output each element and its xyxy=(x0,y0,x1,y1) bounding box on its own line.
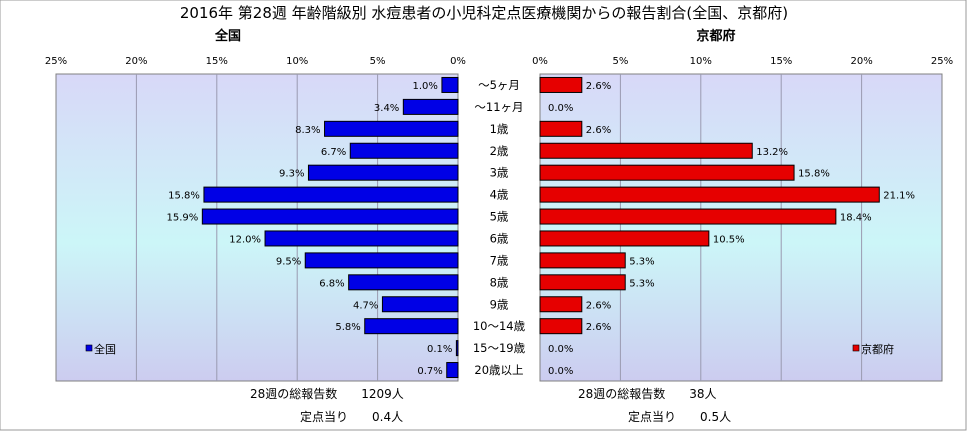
national-panel-title: 全国 xyxy=(214,28,241,44)
kyoto-legend-label: 京都府 xyxy=(861,342,894,356)
kyoto-tick-label: 5% xyxy=(612,56,628,67)
national-data-label: 1.0% xyxy=(413,81,438,92)
kyoto-bar xyxy=(539,142,753,159)
kyoto-tick-label: 20% xyxy=(850,56,872,67)
national-bar xyxy=(307,164,459,181)
national-bar xyxy=(441,76,459,93)
national-data-label: 6.8% xyxy=(319,278,344,289)
national-tick-label: 20% xyxy=(125,56,147,67)
chart-title: 2016年 第28週 年齢階級別 水痘患者の小児科定点医療機関からの報告割合(全… xyxy=(180,4,788,22)
kyoto-tick-label: 15% xyxy=(770,56,792,67)
age-category-labels: ～5ヶ月 ～11ヶ月 1歳 2歳 3歳 4歳 5歳 6歳 7歳 8歳 9歳 10～14歳 15～19歳 2… xyxy=(473,78,526,377)
kyoto-tick-label: 0% xyxy=(532,56,548,67)
national-data-label: 4.7% xyxy=(353,300,378,311)
national-data-label: 15.9% xyxy=(167,213,199,224)
age-category-label: 15～19歳 xyxy=(473,341,526,355)
national-data-label: 5.8% xyxy=(335,322,360,333)
kyoto-bar xyxy=(539,230,710,247)
kyoto-legend-swatch xyxy=(852,344,860,352)
kyoto-bar xyxy=(539,76,583,93)
age-category-label: ～5ヶ月 xyxy=(478,78,520,92)
kyoto-data-label: 2.6% xyxy=(586,322,611,333)
national-plot-area xyxy=(55,73,459,382)
national-per-sentinel: 定点当り 0.4人 xyxy=(300,409,403,424)
kyoto-bar xyxy=(539,208,837,225)
national-bar xyxy=(203,186,459,203)
kyoto-data-label: 0.0% xyxy=(548,344,573,355)
national-data-label: 0.1% xyxy=(427,344,452,355)
national-bar xyxy=(381,296,459,313)
kyoto-data-label: 0.0% xyxy=(548,103,573,114)
kyoto-data-label: 10.5% xyxy=(713,234,745,245)
national-bar xyxy=(201,208,459,225)
kyoto-data-label: 2.6% xyxy=(586,300,611,311)
national-data-label: 9.3% xyxy=(279,169,304,180)
age-category-label: 10～14歳 xyxy=(473,319,526,333)
age-category-label: 9歳 xyxy=(490,297,509,311)
age-category-label: 3歳 xyxy=(490,166,509,180)
national-data-label: 0.7% xyxy=(417,366,442,377)
age-category-label: 5歳 xyxy=(490,210,509,224)
national-data-label: 8.3% xyxy=(295,125,320,136)
national-data-label: 6.7% xyxy=(321,147,346,158)
national-plot: 25% 20% 15% 10% 5% 0% 1.0% 3.4% 8.3%6.7% 9.3% 15.8… xyxy=(45,56,466,382)
national-bar xyxy=(348,274,459,291)
national-tick-label: 5% xyxy=(370,56,386,67)
kyoto-bar xyxy=(539,120,583,137)
national-bar xyxy=(446,362,459,379)
age-category-label: 1歳 xyxy=(490,122,509,136)
national-legend-swatch xyxy=(85,344,93,352)
kyoto-bar xyxy=(539,186,880,203)
national-total-reports: 28週の総報告数 1209人 xyxy=(250,386,404,401)
national-data-label: 3.4% xyxy=(374,103,399,114)
kyoto-tick-label: 10% xyxy=(690,56,712,67)
kyoto-data-label: 2.6% xyxy=(586,81,611,92)
national-data-label: 9.5% xyxy=(276,256,301,267)
kyoto-tick-label: 25% xyxy=(931,56,953,67)
kyoto-bar xyxy=(539,318,583,335)
national-data-label: 12.0% xyxy=(229,234,261,245)
age-category-label: ～11ヶ月 xyxy=(474,100,523,114)
national-tick-label: 15% xyxy=(206,56,228,67)
national-tick-label: 10% xyxy=(286,56,308,67)
kyoto-data-label: 0.0% xyxy=(548,366,573,377)
kyoto-data-label: 2.6% xyxy=(586,125,611,136)
kyoto-per-sentinel: 定点当り 0.5人 xyxy=(628,409,731,424)
national-data-label: 15.8% xyxy=(168,191,200,202)
kyoto-total-reports: 28週の総報告数 38人 xyxy=(578,386,717,401)
age-category-label: 7歳 xyxy=(490,253,509,267)
national-tick-label: 0% xyxy=(450,56,466,67)
kyoto-bar xyxy=(539,164,795,181)
kyoto-bar xyxy=(539,296,583,313)
kyoto-data-label: 15.8% xyxy=(798,169,830,180)
kyoto-data-label: 5.3% xyxy=(629,278,654,289)
age-category-label: 6歳 xyxy=(490,231,509,245)
age-category-label: 8歳 xyxy=(490,275,509,289)
kyoto-panel-title: 京都府 xyxy=(696,28,735,44)
kyoto-data-label: 21.1% xyxy=(883,191,915,202)
kyoto-data-label: 13.2% xyxy=(756,147,788,158)
kyoto-bar xyxy=(539,274,626,291)
national-bar xyxy=(304,252,459,269)
national-bar xyxy=(324,120,459,137)
age-category-label: 2歳 xyxy=(490,144,509,158)
national-bar xyxy=(349,142,459,159)
kyoto-data-label: 5.3% xyxy=(629,256,654,267)
national-bar xyxy=(364,318,459,335)
age-category-label: 20歳以上 xyxy=(474,363,523,377)
national-bar xyxy=(455,340,459,357)
kyoto-plot: 0% 5% 10% 15% 20% 25% 2.6% 0.0% 2.6% 13.2% 15.8% 21… xyxy=(532,56,953,382)
national-legend-label: 全国 xyxy=(94,342,116,356)
national-bar xyxy=(264,230,459,247)
age-category-label: 4歳 xyxy=(490,188,509,202)
kyoto-plot-area xyxy=(539,73,943,382)
kyoto-bar xyxy=(539,252,626,269)
national-tick-label: 25% xyxy=(45,56,67,67)
national-bar xyxy=(402,98,459,115)
kyoto-data-label: 18.4% xyxy=(840,213,872,224)
